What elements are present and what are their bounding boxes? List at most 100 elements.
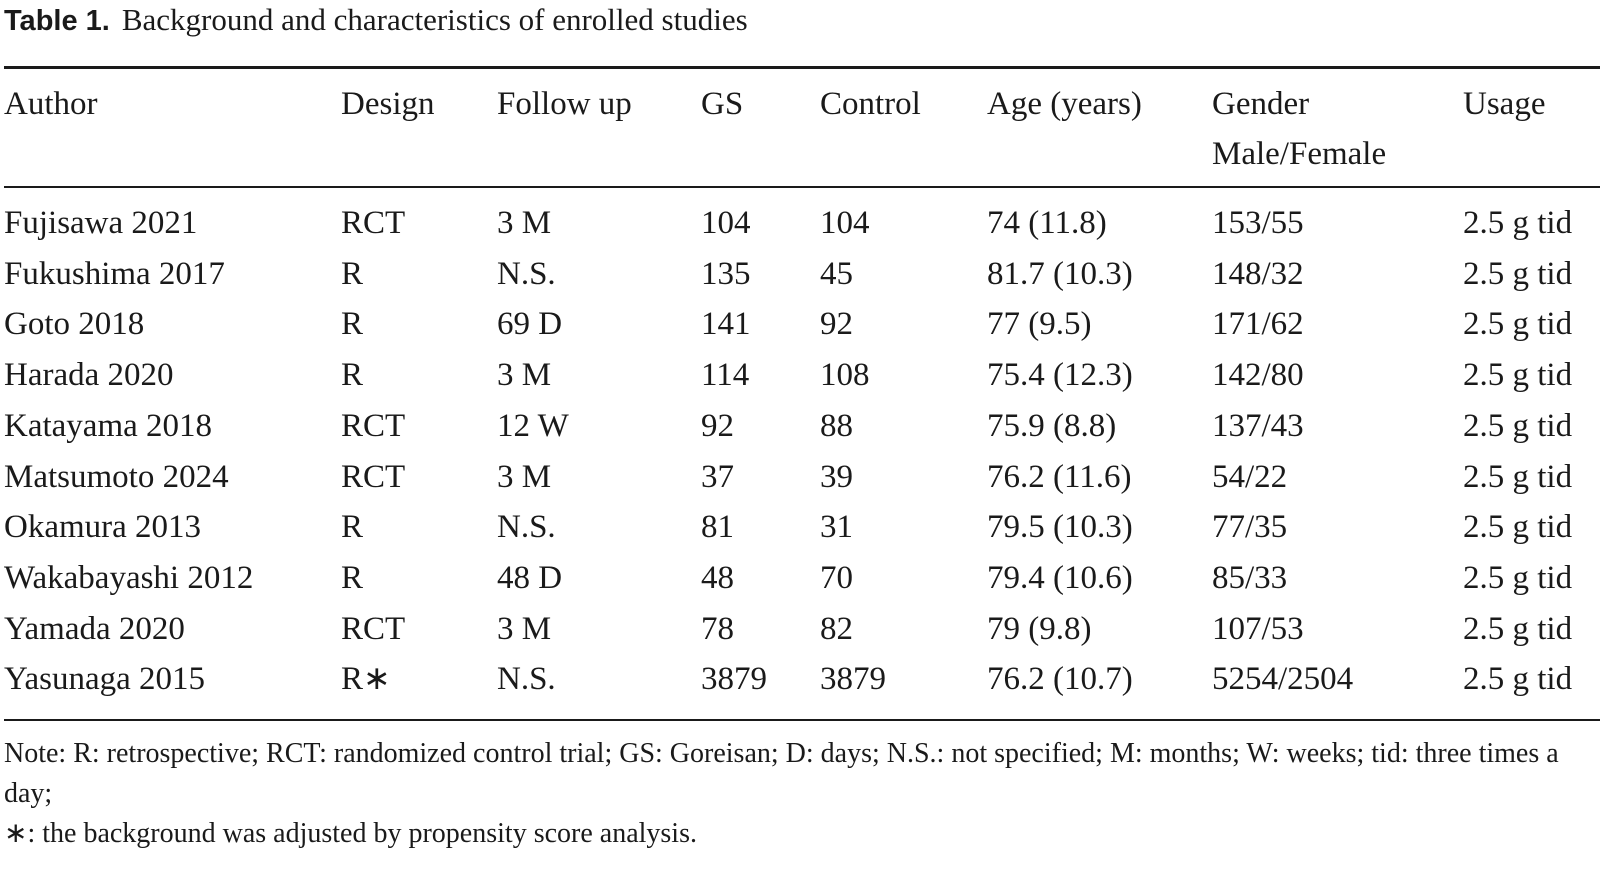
cell-gs: 48 xyxy=(701,559,734,596)
cell-usage: 2.5 g tid xyxy=(1463,661,1573,698)
cell-gs: 78 xyxy=(701,610,734,647)
cell-gender: 153/55 xyxy=(1212,205,1304,241)
table-row: Okamura 2013 R N.S. 81 31 79.5 (10.3) 77/35 2.5… xyxy=(0,502,1602,552)
cell-gs: 141 xyxy=(701,306,751,343)
cell-gender: 137/43 xyxy=(1212,407,1304,444)
header-gender: Gender xyxy=(1212,86,1310,122)
table-note-asterisk: ∗: the background was adjusted by propen… xyxy=(4,818,697,849)
table-caption: Table 1. Background and characteristics o… xyxy=(4,0,748,40)
top-rule xyxy=(4,66,1600,69)
cell-design: RCT xyxy=(341,205,406,241)
header-gs: GS xyxy=(701,86,744,122)
header-author: Author xyxy=(4,86,98,122)
cell-follow-up: 3 M xyxy=(497,357,552,394)
cell-author: Yamada 2020 xyxy=(4,610,185,647)
cell-control: 31 xyxy=(820,509,853,546)
cell-control: 92 xyxy=(820,306,853,343)
cell-age: 79 (9.8) xyxy=(987,610,1092,647)
header-design: Design xyxy=(341,86,435,122)
cell-gender: 148/32 xyxy=(1212,255,1304,292)
cell-usage: 2.5 g tid xyxy=(1463,509,1573,546)
header-follow-up: Follow up xyxy=(497,86,632,122)
cell-control: 82 xyxy=(820,610,853,647)
cell-usage: 2.5 g tid xyxy=(1463,407,1573,444)
cell-age: 75.9 (8.8) xyxy=(987,407,1117,444)
cell-control: 39 xyxy=(820,458,853,495)
table-note-abbreviations: Note: R: retrospective; RCT: randomized … xyxy=(4,738,1559,809)
header-usage: Usage xyxy=(1463,86,1546,122)
table-row: Matsumoto 2024 RCT 3 M 37 39 76.2 (11.6) 54/22… xyxy=(0,452,1602,502)
cell-author: Yasunaga 2015 xyxy=(4,661,206,698)
cell-author: Matsumoto 2024 xyxy=(4,458,229,495)
cell-gs: 37 xyxy=(701,458,734,495)
cell-age: 76.2 (11.6) xyxy=(987,458,1132,495)
cell-control: 70 xyxy=(820,559,853,596)
cell-gs: 114 xyxy=(701,357,750,394)
cell-follow-up: 48 D xyxy=(497,559,563,596)
cell-follow-up: 3 M xyxy=(497,205,552,241)
cell-control: 104 xyxy=(820,205,870,241)
cell-gender: 171/62 xyxy=(1212,306,1304,343)
table-row: Wakabayashi 2012 R 48 D 48 70 79.4 (10.6) 85/3… xyxy=(0,553,1602,603)
cell-gender: 85/33 xyxy=(1212,559,1288,596)
cell-design: R xyxy=(341,559,364,596)
table-row: Fukushima 2017 R N.S. 135 45 81.7 (10.3) 148/3… xyxy=(0,249,1602,299)
cell-age: 74 (11.8) xyxy=(987,205,1107,241)
cell-control: 3879 xyxy=(820,661,886,698)
cell-follow-up: 12 W xyxy=(497,407,569,444)
cell-gender: 142/80 xyxy=(1212,357,1304,394)
cell-gender: 5254/2504 xyxy=(1212,661,1354,698)
table-row: Katayama 2018 RCT 12 W 92 88 75.9 (8.8) 137/43… xyxy=(0,401,1602,451)
cell-design: R xyxy=(341,357,364,394)
cell-age: 79.4 (10.6) xyxy=(987,559,1133,596)
table-row: Fujisawa 2021 RCT 3 M 104 104 74 (11.8) 153/55… xyxy=(0,198,1602,248)
table-label: Table 1. xyxy=(4,5,110,37)
cell-gs: 81 xyxy=(701,509,734,546)
cell-gender: 107/53 xyxy=(1212,610,1304,647)
cell-follow-up: N.S. xyxy=(497,661,556,698)
cell-gs: 104 xyxy=(701,205,751,241)
header-control: Control xyxy=(820,86,921,122)
cell-usage: 2.5 g tid xyxy=(1463,255,1573,292)
cell-author: Katayama 2018 xyxy=(4,407,213,444)
header-gender-sub: Male/Female xyxy=(1212,136,1387,172)
cell-age: 77 (9.5) xyxy=(987,306,1092,343)
cell-design: RCT xyxy=(341,458,406,495)
cell-design: RCT xyxy=(341,407,406,444)
cell-design: R xyxy=(341,306,364,343)
cell-usage: 2.5 g tid xyxy=(1463,357,1573,394)
cell-age: 76.2 (10.7) xyxy=(987,661,1133,698)
cell-gs: 3879 xyxy=(701,661,767,698)
cell-gs: 92 xyxy=(701,407,734,444)
cell-gender: 77/35 xyxy=(1212,509,1288,546)
cell-usage: 2.5 g tid xyxy=(1463,458,1573,495)
cell-follow-up: 3 M xyxy=(497,610,552,647)
cell-design: RCT xyxy=(341,610,406,647)
table-row: Yasunaga 2015 R∗ N.S. 3879 3879 76.2 (10.7) 52… xyxy=(0,654,1602,704)
cell-age: 79.5 (10.3) xyxy=(987,509,1133,546)
cell-usage: 2.5 g tid xyxy=(1463,306,1573,343)
cell-design: R xyxy=(341,509,364,546)
cell-design: R xyxy=(341,255,364,292)
table-row: Goto 2018 R 69 D 141 92 77 (9.5) 171/62 2.5 g t… xyxy=(0,299,1602,349)
cell-usage: 2.5 g tid xyxy=(1463,205,1573,241)
cell-age: 81.7 (10.3) xyxy=(987,255,1133,292)
bottom-rule xyxy=(4,719,1600,721)
cell-usage: 2.5 g tid xyxy=(1463,559,1573,596)
cell-follow-up: N.S. xyxy=(497,255,556,292)
cell-author: Okamura 2013 xyxy=(4,509,202,546)
cell-author: Harada 2020 xyxy=(4,357,174,394)
cell-author: Goto 2018 xyxy=(4,306,145,343)
cell-gender: 54/22 xyxy=(1212,458,1288,495)
header-rule xyxy=(4,186,1600,188)
cell-author: Fujisawa 2021 xyxy=(4,205,198,241)
cell-author: Fukushima 2017 xyxy=(4,255,225,292)
cell-usage: 2.5 g tid xyxy=(1463,610,1573,647)
cell-follow-up: N.S. xyxy=(497,509,556,546)
cell-control: 108 xyxy=(820,357,870,394)
table-row: Harada 2020 R 3 M 114 108 75.4 (12.3) 142/80 2.… xyxy=(0,350,1602,400)
cell-control: 88 xyxy=(820,407,853,444)
table-row: Yamada 2020 RCT 3 M 78 82 79 (9.8) 107/53 2.5 g… xyxy=(0,604,1602,654)
cell-gs: 135 xyxy=(701,255,751,292)
header-age: Age (years) xyxy=(987,86,1142,122)
